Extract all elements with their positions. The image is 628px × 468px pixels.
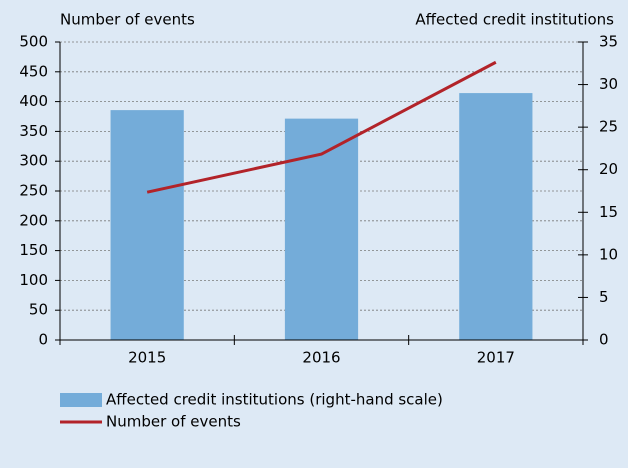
legend-label: Affected credit institutions (right-hand… (106, 391, 443, 409)
y2-tick-label: 20 (599, 160, 618, 178)
y-tick-label: 400 (19, 92, 48, 110)
legend-label: Number of events (106, 413, 241, 431)
bar (459, 93, 533, 340)
y2-tick-label: 30 (599, 75, 618, 93)
y2-tick-label: 10 (599, 245, 618, 263)
y2-tick-label: 5 (599, 288, 609, 306)
x-tick-label: 2015 (128, 349, 166, 367)
y2-tick-label: 0 (599, 331, 609, 349)
bar (110, 110, 184, 340)
line (146, 60, 497, 194)
y-tick-label: 50 (29, 301, 48, 319)
y-tick-label: 450 (19, 62, 48, 80)
y-axis-label: Number of events (60, 11, 195, 29)
y-tick-label: 100 (19, 271, 48, 289)
y2-tick-label: 35 (599, 33, 618, 51)
bar (284, 118, 359, 340)
y-tick-label: 200 (19, 211, 48, 229)
y-tick-label: 150 (19, 241, 48, 259)
y-tick-label: 250 (19, 182, 48, 200)
x-tick-label: 2017 (477, 349, 515, 367)
legend-swatch (60, 393, 102, 407)
y-tick-label: 350 (19, 122, 48, 140)
y-tick-label: 500 (19, 33, 48, 51)
y2-tick-label: 25 (599, 118, 618, 136)
y-tick-label: 300 (19, 152, 48, 170)
y-tick-label: 0 (38, 331, 48, 349)
x-tick-label: 2016 (302, 349, 340, 367)
y2-axis-label: Affected credit institutions (415, 11, 614, 29)
y2-tick-label: 15 (599, 203, 618, 221)
